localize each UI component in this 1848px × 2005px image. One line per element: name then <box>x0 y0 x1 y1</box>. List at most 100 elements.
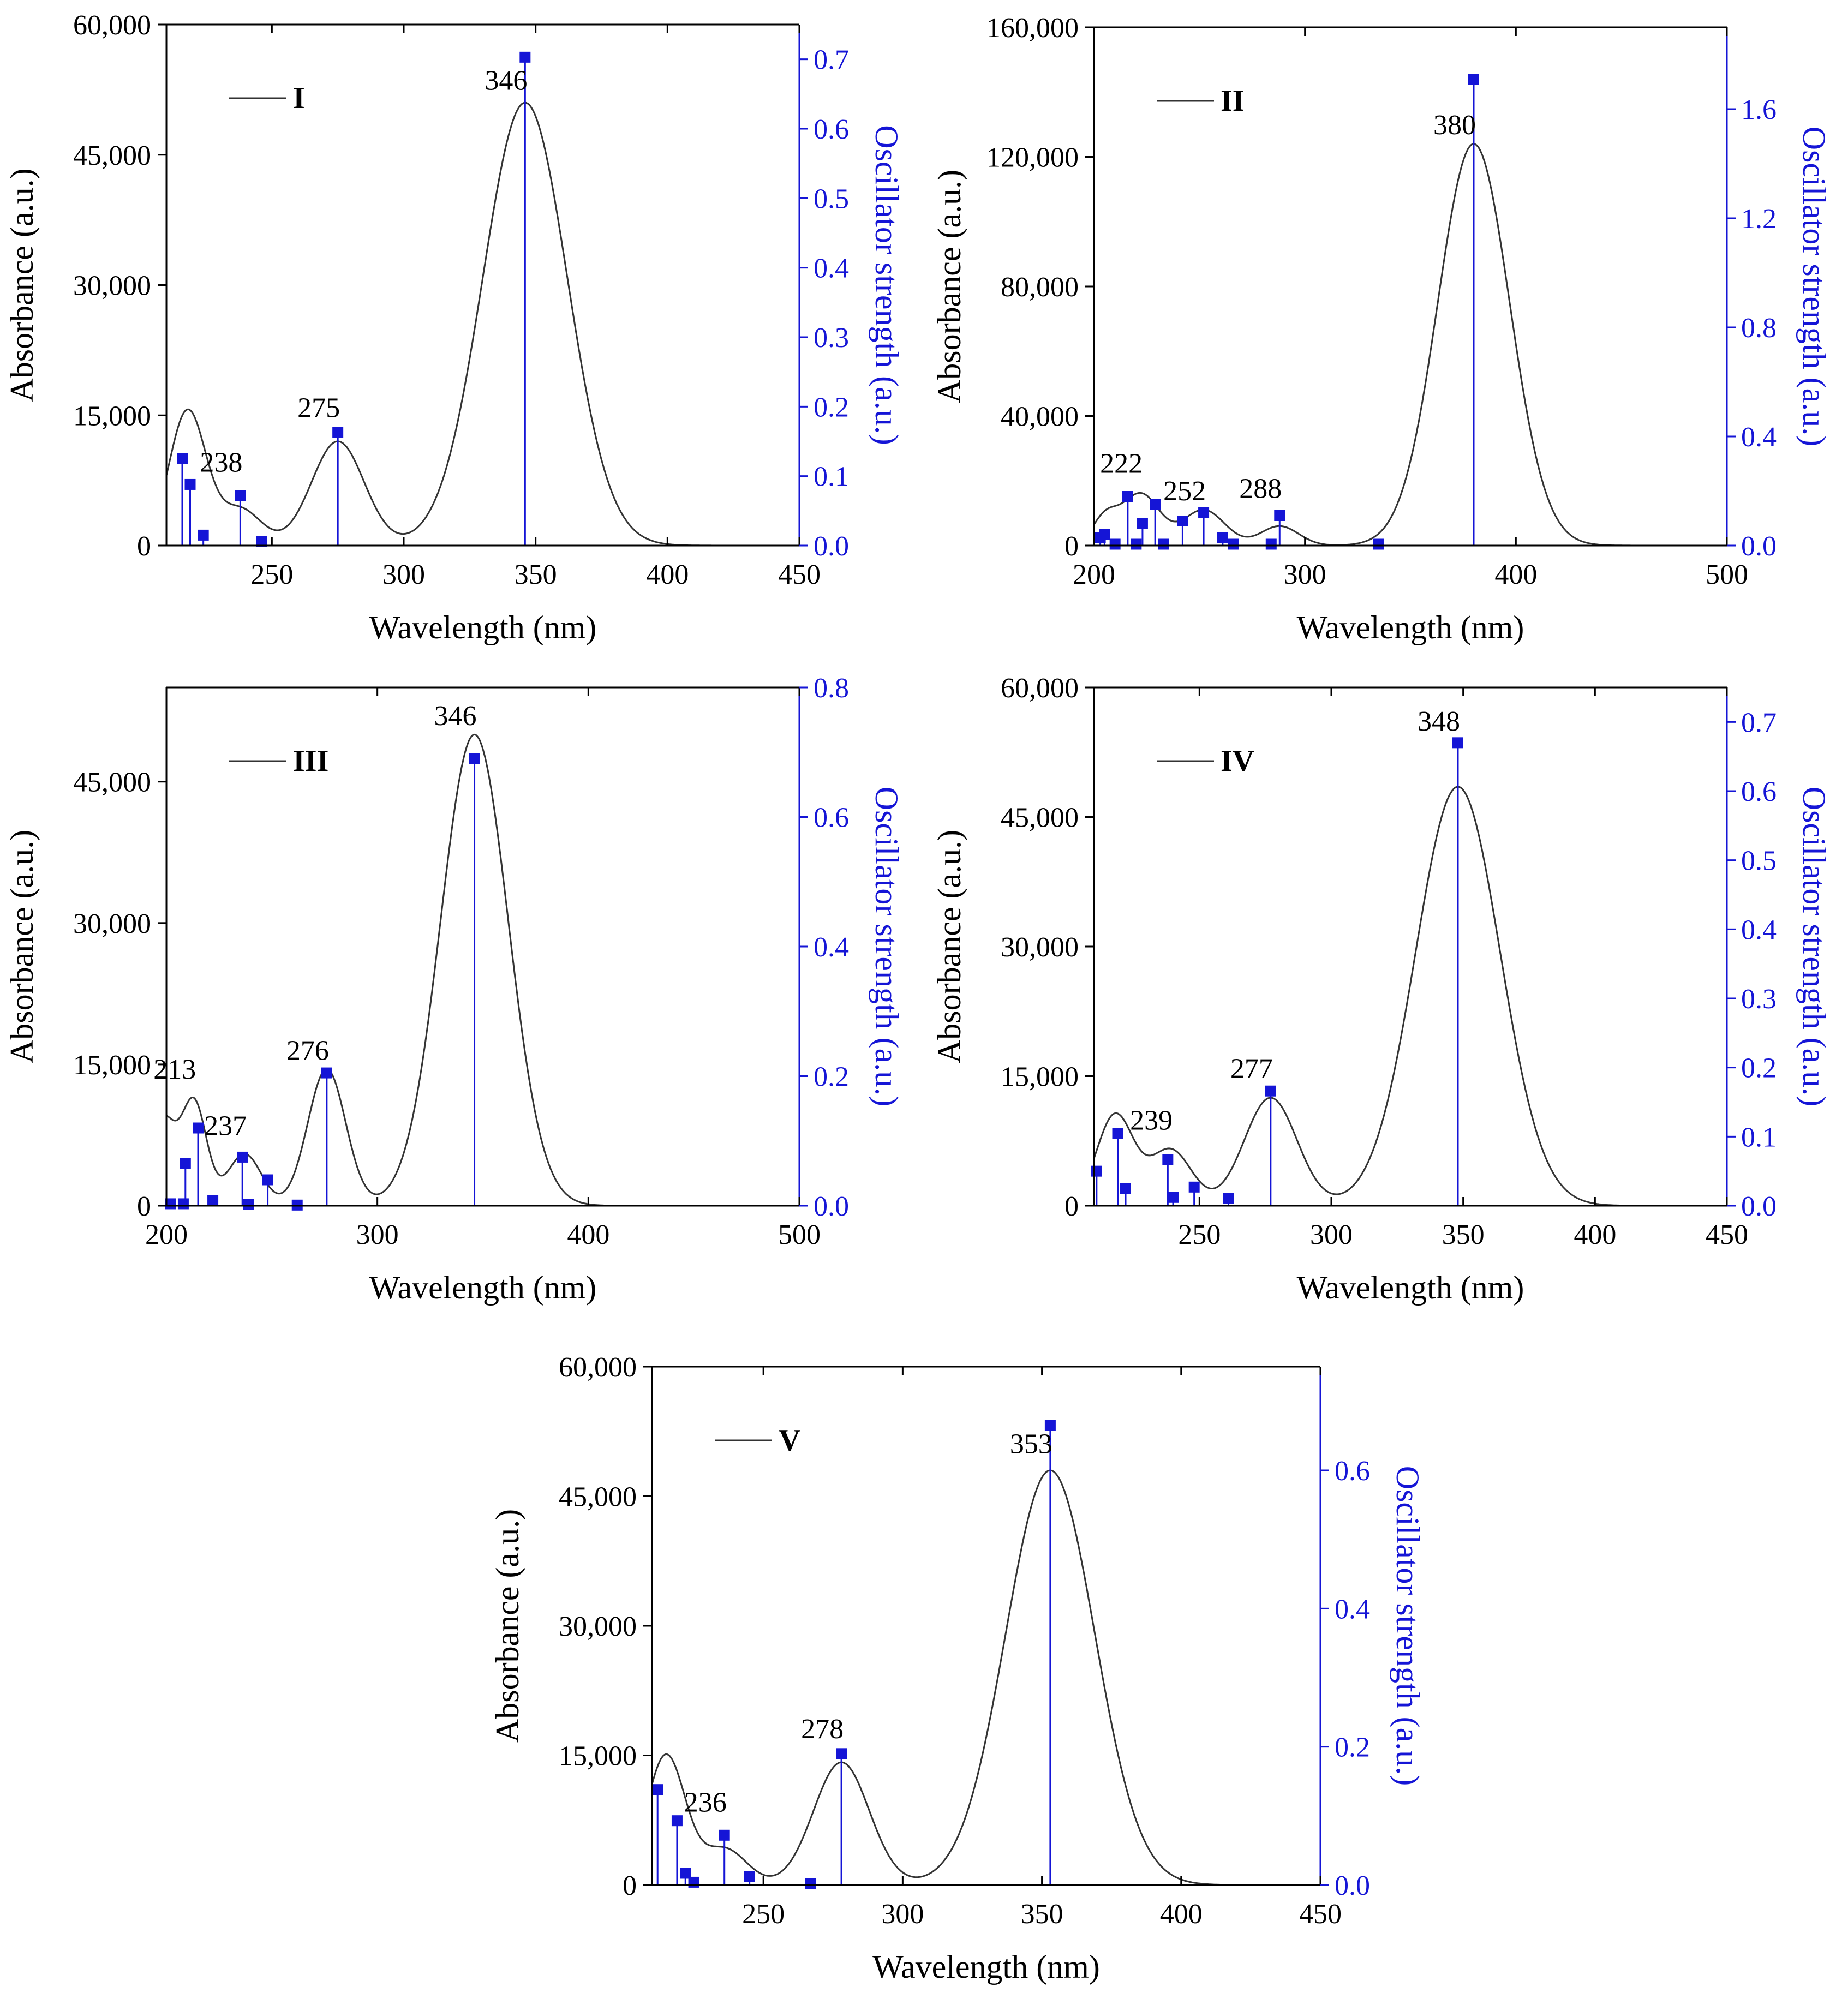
oscillator-marker <box>1274 510 1285 521</box>
oscillator-marker <box>1109 538 1121 550</box>
x-tick-label: 250 <box>250 559 293 590</box>
y2-tick-label: 0.1 <box>814 462 849 493</box>
oscillator-marker <box>469 753 480 764</box>
oscillator-marker <box>744 1871 755 1882</box>
x-tick-label: 400 <box>646 559 689 590</box>
oscillator-marker <box>519 51 531 63</box>
oscillator-marker <box>1198 507 1210 518</box>
peak-label: 380 <box>1433 110 1476 141</box>
peak-label: 236 <box>684 1787 727 1818</box>
peak-label: 252 <box>1163 476 1206 507</box>
x-tick-label: 450 <box>1299 1899 1342 1930</box>
x-tick-label: 400 <box>1494 559 1537 590</box>
peak-label: 239 <box>1130 1105 1173 1136</box>
y2-tick-label: 1.6 <box>1741 94 1777 125</box>
y2-tick-label: 0.3 <box>814 322 849 354</box>
y2-tick-label: 0.4 <box>814 253 849 284</box>
oscillator-marker <box>180 1158 191 1169</box>
y2-tick-label: 0.7 <box>1741 707 1777 738</box>
oscillator-marker <box>1162 1154 1174 1165</box>
y2-axis-title: Oscillator strength (a.u.) <box>1796 127 1832 447</box>
oscillator-marker <box>680 1868 691 1879</box>
y2-tick-label: 0.6 <box>814 114 849 145</box>
y2-axis-title: Oscillator strength (a.u.) <box>1796 787 1832 1107</box>
y-tick-label: 45,000 <box>1001 803 1079 834</box>
peak-label: 288 <box>1239 474 1282 505</box>
oscillator-marker <box>184 478 196 490</box>
x-tick-label: 400 <box>567 1219 609 1250</box>
oscillator-marker <box>243 1199 254 1210</box>
oscillator-marker <box>719 1829 730 1841</box>
peak-label: 278 <box>801 1714 844 1745</box>
oscillator-marker <box>1168 1192 1179 1203</box>
oscillator-marker <box>1120 1183 1131 1194</box>
oscillator-marker <box>1158 538 1169 550</box>
oscillator-marker <box>1265 538 1277 550</box>
y-tick-label: 40,000 <box>1001 402 1079 433</box>
y-axis-title: Absorbance (a.u.) <box>4 168 40 402</box>
y2-tick-label: 0.6 <box>814 803 849 834</box>
y2-tick-label: 0.7 <box>814 45 849 76</box>
x-tick-label: 450 <box>778 559 821 590</box>
peak-label: 346 <box>434 701 477 732</box>
oscillator-marker <box>1137 518 1148 529</box>
x-axis-title: Wavelength (nm) <box>369 1270 597 1306</box>
y2-tick-label: 0.4 <box>814 932 849 963</box>
oscillator-marker <box>1228 538 1239 550</box>
x-tick-label: 250 <box>742 1899 785 1930</box>
oscillator-marker <box>1091 1165 1102 1177</box>
y-tick-label: 60,000 <box>1001 673 1079 704</box>
y2-tick-label: 1.2 <box>1741 204 1777 235</box>
peak-label: 276 <box>286 1035 329 1066</box>
y2-tick-label: 0.2 <box>814 392 849 423</box>
y-tick-label: 30,000 <box>1001 932 1079 963</box>
y2-tick-label: 0.6 <box>1741 776 1777 807</box>
oscillator-marker <box>1265 1085 1276 1097</box>
x-axis-title: Wavelength (nm) <box>1297 1270 1524 1306</box>
oscillator-marker <box>1177 516 1188 526</box>
y2-tick-label: 0.3 <box>1741 984 1777 1015</box>
peak-label: 222 <box>1100 448 1143 479</box>
x-axis-title: Wavelength (nm) <box>369 609 597 645</box>
panel-V: 250 300 350 400 450 0 15,000 30,000 45,000 60,000… <box>489 1352 1426 1985</box>
y2-tick-label: 0.6 <box>1335 1456 1370 1487</box>
oscillator-marker <box>198 529 209 541</box>
y-tick-label: 0 <box>1064 1191 1079 1222</box>
legend-label: IV <box>1221 744 1254 778</box>
y-tick-label: 30,000 <box>73 908 151 939</box>
x-tick-label: 400 <box>1160 1899 1203 1930</box>
y2-tick-label: 0.2 <box>1741 1053 1777 1084</box>
y-tick-label: 45,000 <box>73 140 151 171</box>
y-axis-title: Absorbance (a.u.) <box>931 830 967 1063</box>
y-tick-label: 15,000 <box>73 400 151 432</box>
x-axis-title: Wavelength (nm) <box>872 1949 1100 1985</box>
peak-label: 238 <box>200 447 242 478</box>
oscillator-marker <box>177 1198 189 1210</box>
y-tick-label: 0 <box>137 1191 151 1222</box>
y-tick-label: 80,000 <box>1001 272 1079 303</box>
y-tick-label: 0 <box>623 1870 637 1901</box>
x-tick-label: 400 <box>1574 1219 1616 1250</box>
peak-label: 237 <box>204 1110 247 1141</box>
y2-tick-label: 0.8 <box>1741 313 1777 344</box>
oscillator-marker <box>256 536 267 547</box>
y2-tick-label: 0.4 <box>1741 914 1777 945</box>
legend-label: I <box>293 81 305 115</box>
peak-label: 346 <box>485 65 527 96</box>
oscillator-marker <box>1223 1193 1234 1204</box>
oscillator-marker <box>1150 499 1161 510</box>
y2-axis-title: Oscillator strength (a.u.) <box>1390 1466 1426 1786</box>
x-axis-title: Wavelength (nm) <box>1297 609 1524 645</box>
oscillator-marker <box>321 1067 332 1079</box>
oscillator-marker <box>805 1878 816 1889</box>
y2-tick-label: 0.5 <box>1741 846 1777 877</box>
x-tick-label: 300 <box>356 1219 399 1250</box>
y-tick-label: 45,000 <box>559 1482 637 1513</box>
y-tick-label: 120,000 <box>986 142 1079 173</box>
oscillator-marker <box>237 1151 248 1163</box>
x-tick-label: 200 <box>145 1219 188 1250</box>
panel-I: 250 300 350 400 450 0 15,000 30,000 45,000 60,000… <box>4 10 905 645</box>
y-tick-label: 0 <box>137 531 151 562</box>
y-tick-label: 0 <box>1064 531 1079 562</box>
legend-label: II <box>1221 84 1245 118</box>
